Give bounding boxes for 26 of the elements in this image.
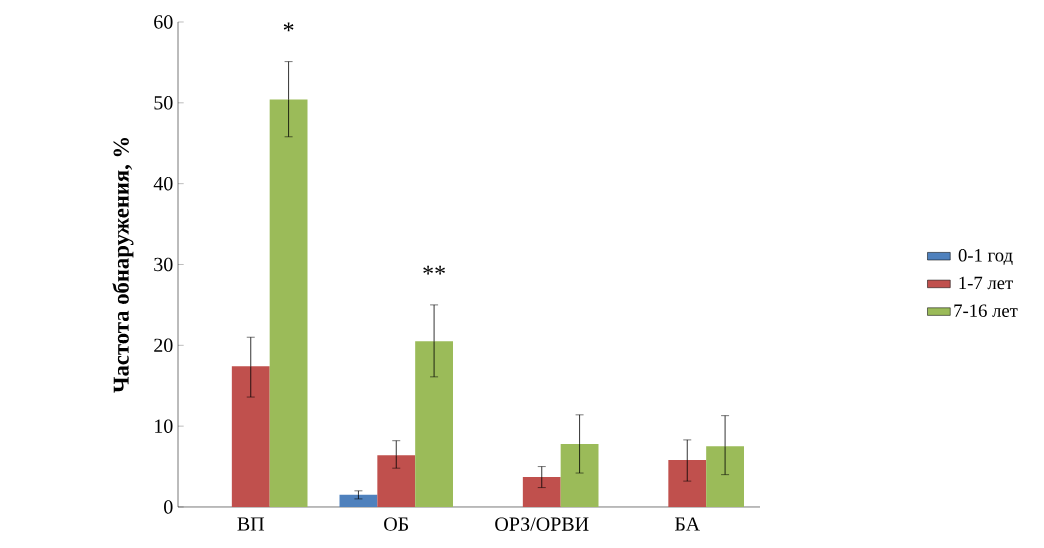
legend-label: 1-7 лет <box>959 276 1013 290</box>
x-tick-label: ОРЗ/ОРВИ <box>495 517 589 531</box>
legend-label: 0-1 год <box>958 249 1013 266</box>
legend-label: 7-16 лет <box>954 304 1018 317</box>
bar <box>522 477 561 507</box>
bar <box>668 460 707 507</box>
bar <box>377 455 416 507</box>
bar <box>269 99 308 507</box>
y-tick-label: 60 <box>154 15 173 29</box>
annotation: ** <box>423 265 445 275</box>
y-tick-label: 40 <box>153 176 173 191</box>
y-axis-title: Частота обнаружения, % <box>112 138 134 393</box>
bar <box>231 366 270 507</box>
annotation: * <box>283 22 294 32</box>
x-tick-label: БА <box>675 517 700 531</box>
y-tick-label: 0 <box>164 500 173 514</box>
bar <box>415 341 453 507</box>
y-tick-label: 30 <box>154 257 173 272</box>
bar <box>706 446 744 507</box>
x-tick-label: ОБ <box>384 517 409 531</box>
y-tick-label: 10 <box>155 419 173 433</box>
x-tick-label: ВП <box>237 517 265 531</box>
y-tick-label: 20 <box>154 338 173 353</box>
bar <box>339 494 378 507</box>
y-tick-label: 50 <box>154 96 173 110</box>
bar <box>560 443 599 507</box>
